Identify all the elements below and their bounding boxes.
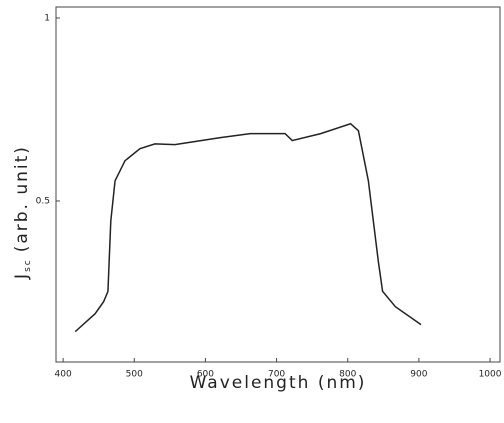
x-tick-label: 500 xyxy=(126,370,143,380)
y-tick-label: 1 xyxy=(44,13,50,23)
y-axis-label: Jsc (arb. unit) xyxy=(12,145,33,280)
x-tick-label: 600 xyxy=(197,370,214,380)
plot-frame xyxy=(55,6,501,363)
x-tick-label: 400 xyxy=(55,370,72,380)
y-label-main: J xyxy=(12,272,32,280)
x-tick-label: 700 xyxy=(268,370,285,380)
y-label-unit: (arb. unit) xyxy=(12,145,32,252)
x-tick-label: 800 xyxy=(339,370,356,380)
x-tick-label: 1000 xyxy=(479,370,502,380)
data-line xyxy=(74,122,422,333)
y-label-sub: sc xyxy=(23,258,33,272)
y-tick-label: 0.5 xyxy=(36,196,50,206)
x-tick-label: 900 xyxy=(410,370,427,380)
x-axis-label: Wavelength (nm) xyxy=(190,373,367,393)
